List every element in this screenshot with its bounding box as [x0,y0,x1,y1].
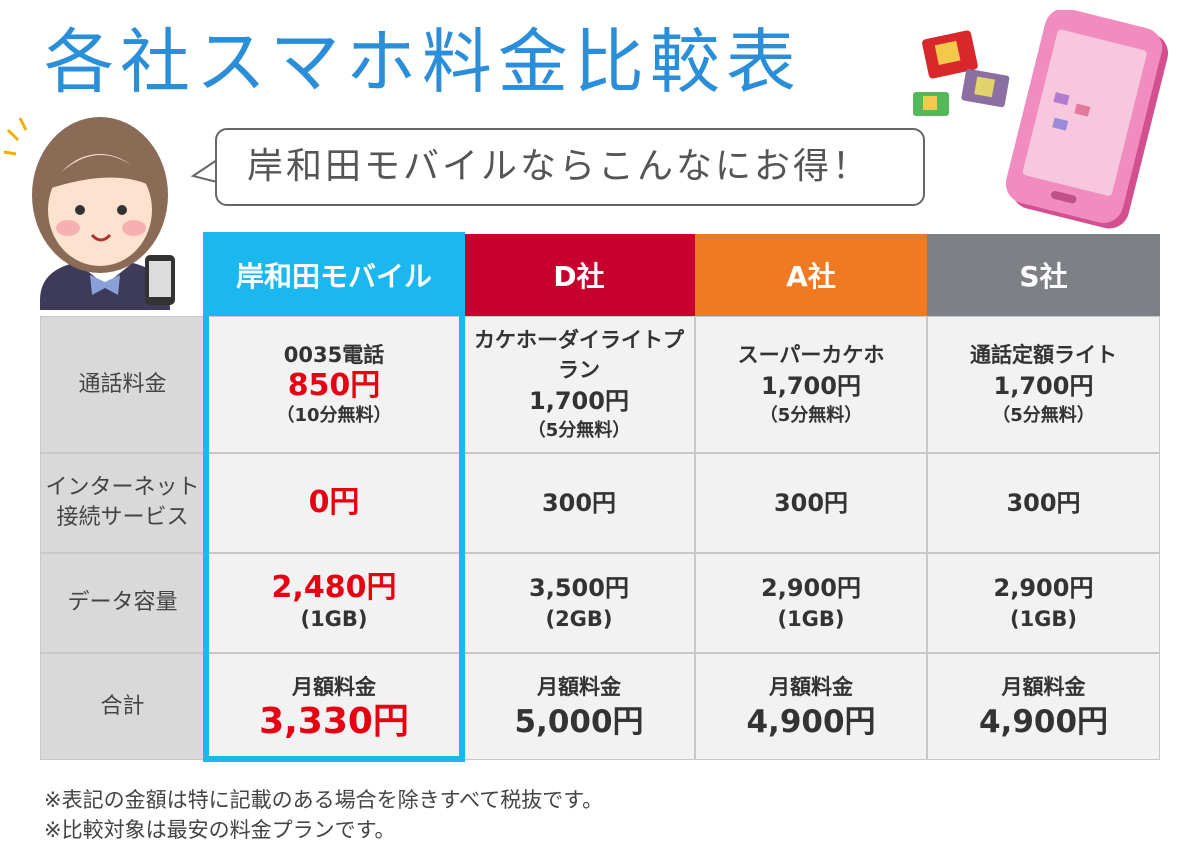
table-cell: 300円 [927,453,1160,553]
table-cell: 2,480円 (1GB) [205,553,463,653]
cell-text: データ容量 [67,590,178,615]
table-cell: 0円 [205,453,463,553]
cell-text: 3,330円 [259,700,409,742]
cell-text: 300円 [541,489,617,517]
cell-text: 4,900円 [978,703,1109,740]
row-label: インターネット 接続サービス [40,453,205,553]
phone-illustration [913,10,1169,229]
cell-text: 月額料金 [292,674,376,699]
table-cell: 通話定額ライト 1,700円 （5分無料） [927,316,1160,453]
woman-illustration [3,117,175,310]
cell-text: (1GB) [1009,607,1078,631]
cell-text: スーパーカケホ [737,342,885,367]
table-cell: 300円 [463,453,695,553]
cell-text: (2GB) [545,607,613,631]
cell-text: 通話定額ライト [970,342,1117,367]
cell-text: S社 [1019,260,1068,293]
column-header: S社 [927,234,1160,316]
cell-text: 300円 [773,489,849,517]
note: ※表記の金額は特に記載のある場合を除きすべて税抜です。 [44,788,604,812]
cell-text: 通話料金 [78,371,167,397]
cell-text: (1GB) [777,607,845,631]
table-cell: 月額料金 4,900円 [695,653,927,760]
cell-text: （10分無料） [276,404,392,426]
column-header: A社 [695,234,927,316]
column-header: D社 [463,234,695,316]
table-cell: スーパーカケホ 1,700円 （5分無料） [695,316,927,453]
table-cell: カケホーダイライトプラン 1,700円 （5分無料） [463,316,695,453]
speech-bubble: 岸和田モバイルならこんなにお得！ [215,128,925,206]
cell-text: 1,700円 [761,371,861,400]
cell-text: 0035電話 [283,342,385,367]
cell-text: 月額料金 [537,674,621,699]
table-cell: 月額料金 3,330円 [205,653,463,760]
cell-text: 月額料金 [1001,674,1086,699]
cell-text: カケホーダイライトプラン [474,327,684,382]
cell-text: 5,000円 [514,703,644,740]
column-header: 岸和田モバイル [205,234,463,316]
table-cell: 2,900円 (1GB) [927,553,1160,653]
note: ※比較対象は最安の料金プランです。 [44,818,396,842]
row-label: データ容量 [40,553,205,653]
cell-text: （5分無料） [992,404,1095,426]
cell-text: A社 [786,260,836,293]
row-label: 合計 [40,653,205,760]
row-label: 通話料金 [40,316,205,453]
cell-text: 1,700円 [529,386,629,415]
cell-text: 850円 [287,367,381,403]
cell-text: 岸和田モバイル [235,260,432,293]
cell-text: 合計 [100,693,145,719]
table-cell: 月額料金 5,000円 [463,653,695,760]
table-cell: 0035電話 850円 （10分無料） [205,316,463,453]
cell-text: インターネット [45,475,200,500]
cell-text: D社 [553,260,605,293]
cell-text: 1,700円 [993,371,1094,400]
table-cell: 300円 [695,453,927,553]
cell-text: 接続サービス [56,505,189,530]
cell-text: 3,500円 [529,574,629,602]
cell-text: （5分無料） [527,419,631,441]
table-cell: 2,900円 (1GB) [695,553,927,653]
table-cell: 3,500円 (2GB) [463,553,695,653]
table-cell: 月額料金 4,900円 [927,653,1160,760]
cell-text: 4,900円 [746,703,876,740]
cell-text: (1GB) [300,607,368,631]
cell-text: 300円 [1006,489,1081,517]
title: 各社スマホ料金比較表 [44,21,802,103]
cell-text: 2,900円 [761,574,861,602]
cell-text: 月額料金 [769,674,853,699]
cell-text: 2,900円 [993,574,1094,602]
bubble-tail [190,159,218,183]
cell-text: 0円 [308,485,360,520]
cell-text: 2,480円 [271,570,397,605]
cell-text: （5分無料） [759,404,863,426]
